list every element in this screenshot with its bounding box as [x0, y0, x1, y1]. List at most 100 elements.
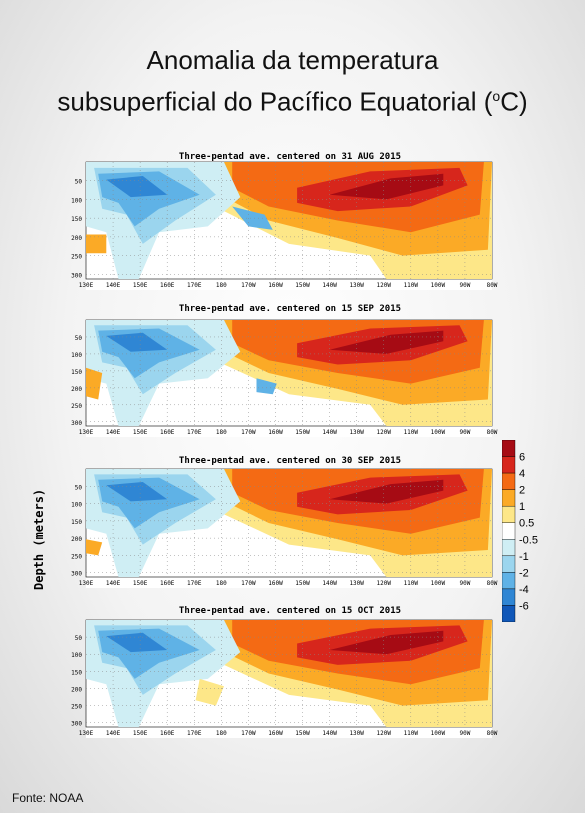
x-tick-label: 110W: [404, 580, 419, 587]
anomaly-contour-c6: [329, 330, 444, 354]
y-tick-label: 100: [71, 502, 82, 509]
colorbar-swatch: [501, 505, 516, 523]
y-tick-label: 300: [71, 272, 82, 279]
x-tick-label: 160W: [268, 282, 283, 289]
x-tick-label: 140W: [322, 429, 337, 436]
colorbar-label: -2: [519, 567, 529, 579]
anomaly-contour-c6: [329, 479, 444, 504]
colorbar-label: -1: [519, 551, 529, 563]
x-tick-label: 170E: [187, 429, 202, 436]
x-tick-label: 140E: [106, 429, 121, 436]
x-tick-label: 160E: [160, 429, 175, 436]
x-tick-label: 140E: [106, 282, 121, 289]
x-tick-label: 160W: [268, 429, 283, 436]
title-line-1: Anomalia da temperatura: [146, 45, 439, 75]
x-tick-label: 150E: [133, 429, 148, 436]
heatmap-panel-4: 50 100 150 200 250 300 130E 140E 150E 160E 170E 180…: [71, 619, 498, 738]
x-tick-label: 100W: [431, 580, 446, 587]
colorbar-swatch: [501, 588, 516, 606]
x-tick-label: 160W: [268, 730, 283, 737]
x-tick-label: 130E: [79, 429, 94, 436]
x-tick-label: 150W: [295, 730, 310, 737]
x-tick-label: 160E: [160, 282, 175, 289]
x-tick-label: 150W: [295, 429, 310, 436]
x-tick-label: 170E: [187, 580, 202, 587]
y-axis-label: Depth (meters): [32, 488, 46, 590]
anomaly-contour-c6: [329, 173, 444, 200]
y-tick-label: 150: [71, 669, 82, 676]
y-tick-label: 50: [75, 179, 83, 186]
anomaly-contour-c1: [86, 539, 103, 556]
colorbar-swatch: [501, 489, 516, 507]
x-tick-label: 160E: [160, 730, 175, 737]
x-tick-label: 170W: [241, 730, 256, 737]
x-tick-label: 80W: [487, 730, 498, 737]
x-tick-label: 140W: [322, 580, 337, 587]
colorbar-swatch: [501, 539, 516, 557]
x-tick-label: 170W: [241, 580, 256, 587]
source-credit: Fonte: NOAA: [12, 791, 84, 805]
anomaly-contour-c05: [195, 678, 224, 706]
x-tick-label: 80W: [487, 429, 498, 436]
y-tick-label: 100: [71, 652, 82, 659]
heatmap-panel-3: 50 100 150 200 250 300 130E 140E 150E 160E 170E 180…: [71, 468, 498, 588]
x-tick-label: 90W: [460, 730, 471, 737]
panel-title-1: Three-pentad ave. centered on 31 AUG 201…: [178, 152, 402, 162]
colorbar-label: 2: [519, 485, 525, 497]
y-tick-label: 150: [71, 519, 82, 526]
y-tick-label: 300: [71, 721, 82, 728]
panel-title-4: Three-pentad ave. centered on 15 OCT 201…: [178, 606, 402, 616]
y-tick-label: 250: [71, 403, 82, 410]
y-tick-label: 200: [71, 536, 82, 543]
y-tick-label: 300: [71, 571, 82, 578]
x-tick-label: 110W: [404, 429, 419, 436]
y-tick-label: 300: [71, 420, 82, 427]
y-tick-label: 200: [71, 686, 82, 693]
x-tick-label: 140E: [106, 580, 121, 587]
anomaly-contour-m2: [232, 206, 273, 230]
x-tick-label: 150E: [133, 282, 148, 289]
x-tick-label: 100W: [431, 429, 446, 436]
anomaly-contour-m4: [106, 482, 168, 502]
y-tick-label: 250: [71, 553, 82, 560]
colorbar-label: -0.5: [519, 534, 538, 546]
y-tick-label: 50: [75, 484, 83, 491]
x-tick-label: 180: [216, 282, 227, 289]
anomaly-contour-m2: [256, 378, 277, 395]
colorbar-label: 0.5: [519, 518, 534, 530]
anomaly-contour-c1: [86, 234, 107, 254]
colorbar-swatch: [501, 605, 516, 623]
x-tick-label: 140E: [106, 730, 121, 737]
y-tick-label: 50: [75, 335, 83, 342]
x-tick-label: 120W: [377, 580, 392, 587]
colorbar-label: 1: [519, 501, 525, 513]
x-tick-label: 170E: [187, 730, 202, 737]
x-tick-label: 90W: [460, 580, 471, 587]
x-tick-label: 150E: [133, 730, 148, 737]
page-title: Anomalia da temperatura subsuperficial d…: [0, 42, 585, 120]
y-tick-label: 250: [71, 704, 82, 711]
x-tick-label: 130W: [349, 580, 364, 587]
x-tick-label: 130E: [79, 282, 94, 289]
colorbar-label: -4: [519, 584, 529, 596]
colorbar-swatch: [501, 555, 516, 573]
x-tick-label: 130W: [349, 282, 364, 289]
x-tick-label: 160W: [268, 580, 283, 587]
x-tick-label: 130W: [349, 730, 364, 737]
x-tick-label: 130W: [349, 429, 364, 436]
x-tick-label: 150E: [133, 580, 148, 587]
x-tick-label: 110W: [404, 282, 419, 289]
x-tick-label: 80W: [487, 282, 498, 289]
x-tick-label: 150W: [295, 580, 310, 587]
x-tick-label: 140W: [322, 282, 337, 289]
colorbar-label: 6: [519, 452, 525, 464]
anomaly-contour-m4: [106, 632, 168, 653]
y-tick-label: 250: [71, 254, 82, 261]
y-tick-label: 100: [71, 197, 82, 204]
y-tick-label: 50: [75, 635, 83, 642]
y-tick-label: 150: [71, 369, 82, 376]
anomaly-contour-c6: [329, 630, 444, 655]
heatmap-panel-1: 50 100 150 200 250 300 130E 140E 150E 160E 170E 180…: [71, 161, 498, 290]
x-tick-label: 90W: [460, 282, 471, 289]
x-tick-label: 100W: [431, 282, 446, 289]
